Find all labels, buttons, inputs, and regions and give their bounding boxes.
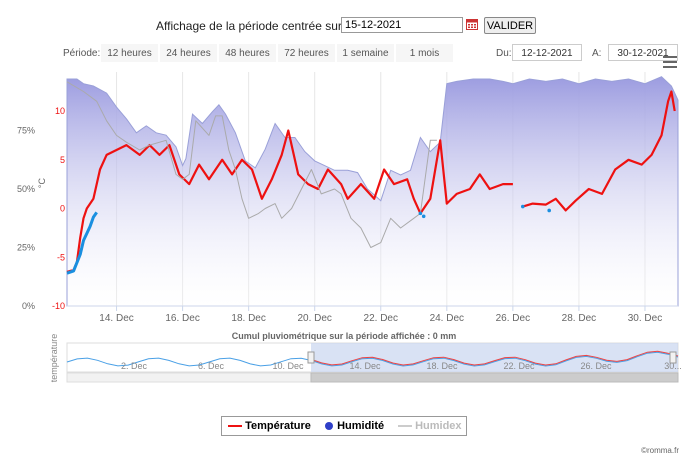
x-tick-label: 24. Dec [430, 313, 464, 324]
humidex-line [66, 81, 437, 248]
period-1month-button[interactable]: 1 mois [396, 44, 453, 62]
navigator-tick-label: 6. Dec [198, 361, 225, 371]
navigator-tick-label: 22. Dec [503, 361, 535, 371]
y-right-tick-label: 5 [60, 155, 65, 165]
navigator-tick-label: 26. Dec [580, 361, 612, 371]
humidity-line [66, 211, 98, 275]
temperature-line-0 [66, 129, 513, 273]
x-tick-label: 18. Dec [231, 313, 265, 324]
y-right-tick-label: -10 [52, 301, 65, 311]
x-tick-label: 30. Dec [628, 313, 662, 324]
y-left-tick-label: 50% [17, 184, 35, 194]
y-left-tick-label: 25% [17, 243, 35, 253]
navigator-scrollbar-thumb[interactable] [310, 372, 679, 383]
humidity-marker [547, 208, 551, 213]
navigator-tick-label: 18. Dec [426, 361, 458, 371]
legend-item-humidex[interactable]: Humidex [398, 420, 462, 432]
calendar-icon[interactable] [466, 18, 478, 30]
legend-label-humidex: Humidex [415, 420, 462, 432]
from-label: Du: [496, 48, 512, 59]
x-tick-label: 26. Dec [496, 313, 530, 324]
y-left-tick-label: 0% [22, 301, 35, 311]
humidity-marker [421, 214, 426, 219]
credit-footer: ©romma.fr [641, 446, 679, 455]
legend-label-humidity: Humidité [337, 420, 385, 432]
legend-item-temperature[interactable]: Température [228, 420, 311, 432]
y-right-tick-label: 0 [60, 204, 65, 214]
temperature-line-icon [228, 425, 242, 428]
center-date-label: Affichage de la période centrée sur le [156, 19, 355, 33]
x-tick-label: 16. Dec [165, 313, 199, 324]
chart-menu-icon[interactable] [663, 56, 677, 68]
x-tick-label: 20. Dec [297, 313, 331, 324]
period-1week-button[interactable]: 1 semaine [337, 44, 394, 62]
rain-total-title: Cumul pluviométrique sur la période affi… [232, 331, 457, 341]
period-72h-button[interactable]: 72 heures [278, 44, 335, 62]
period-24h-button[interactable]: 24 heures [160, 44, 217, 62]
y-right-tick-label: 10 [55, 106, 65, 116]
humidex-line-icon [398, 425, 412, 428]
period-label: Période: [63, 48, 101, 59]
navigator-tick-label: 30... [664, 361, 682, 371]
x-tick-label: 28. Dec [562, 313, 596, 324]
period-selector: Période: 12 heures 24 heures 48 heures 7… [0, 44, 687, 64]
humidity-area [66, 76, 679, 307]
humidity-marker [520, 204, 525, 209]
navigator-tick-label: 10. Dec [272, 361, 304, 371]
humidity-marker [418, 211, 423, 216]
series-layer [66, 81, 676, 275]
period-12h-button[interactable]: 12 heures [101, 44, 158, 62]
period-center-bar: Affichage de la période centrée sur le V… [0, 16, 687, 38]
weather-chart: 14. Dec 16. Dec 18. Dec 20. Dec 22. Dec 24. D… [17, 72, 682, 383]
to-date-input[interactable]: 30-12-2021 [608, 44, 678, 61]
to-label: A: [592, 48, 602, 59]
legend-item-humidity[interactable]: Humidité [324, 420, 384, 432]
navigator-handle-right[interactable] [669, 351, 677, 364]
from-date-input[interactable]: 12-12-2021 [512, 44, 582, 61]
navigator-humidity-line [66, 351, 679, 367]
chart-legend: Température Humidité Humidex [221, 416, 467, 436]
legend-label-temperature: Température [245, 420, 311, 432]
navigator: Cumul pluviométrique sur la période affi… [49, 331, 682, 383]
y-right-tick-label: -5 [57, 252, 65, 262]
period-48h-button[interactable]: 48 heures [219, 44, 276, 62]
navigator-tick-label: 14. Dec [349, 361, 381, 371]
validate-button[interactable]: VALIDER [484, 17, 536, 34]
center-date-input[interactable] [341, 17, 463, 33]
navigator-tick-label: 2. Dec [121, 361, 148, 371]
y-left-tick-label: 75% [17, 126, 35, 136]
navigator-axis-label: température [49, 334, 59, 383]
y-right-axis-label: °C [37, 177, 47, 188]
navigator-temperature-line [311, 350, 679, 366]
humidity-dot-icon [325, 422, 333, 431]
x-tick-label: 22. Dec [364, 313, 398, 324]
temperature-line-1 [522, 90, 676, 212]
axes-layer: 14. Dec 16. Dec 18. Dec 20. Dec 22. Dec 24. D… [17, 106, 678, 324]
navigator-handle-left[interactable] [307, 351, 315, 364]
x-tick-label: 14. Dec [99, 313, 133, 324]
